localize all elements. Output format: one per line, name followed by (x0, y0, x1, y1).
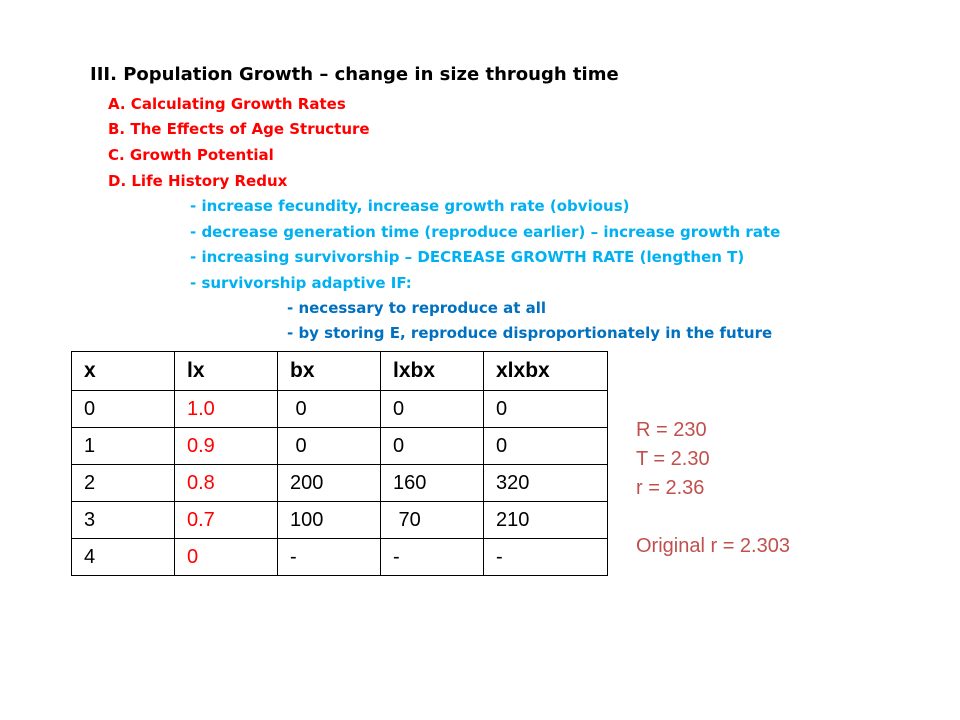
cell-lx: 0.9 (174, 427, 278, 465)
header-lxbx: lxbx (380, 351, 484, 391)
section-b: B. The Effects of Age Structure (108, 120, 370, 138)
cell-x: 3 (71, 501, 175, 539)
cell-bx: 0 (277, 427, 381, 465)
cell-bx: 100 (277, 501, 381, 539)
point-survivorship-adaptive: - survivorship adaptive IF: (190, 274, 412, 292)
section-a: A. Calculating Growth Rates (108, 95, 346, 113)
cell-xlxbx: 320 (483, 464, 608, 502)
cell-xlxbx: 210 (483, 501, 608, 539)
cell-lx: 0.8 (174, 464, 278, 502)
slide-heading: III. Population Growth – change in size … (90, 64, 619, 85)
table-row: 2 0.8 200 160 320 (71, 464, 608, 502)
cell-bx: 200 (277, 464, 381, 502)
table-row: 0 1.0 0 0 0 (71, 390, 608, 428)
table-header-row: x lx bx lxbx xlxbx (71, 351, 608, 391)
cell-x: 2 (71, 464, 175, 502)
stats-spacer (636, 503, 790, 532)
growth-stats: R = 230 T = 2.30 r = 2.36 Original r = 2… (636, 416, 790, 561)
subpoint-storing-energy: - by storing E, reproduce disproportiona… (287, 324, 773, 342)
point-fecundity: - increase fecundity, increase growth ra… (190, 197, 630, 215)
header-bx: bx (277, 351, 381, 391)
subpoint-reproduce: - necessary to reproduce at all (287, 299, 547, 317)
cell-lxbx: 0 (380, 427, 484, 465)
header-x: x (71, 351, 175, 391)
section-d: D. Life History Redux (108, 172, 288, 190)
stat-generation-time: T = 2.30 (636, 448, 710, 470)
cell-x: 1 (71, 427, 175, 465)
cell-bx: - (277, 538, 381, 576)
header-xlxbx: xlxbx (483, 351, 608, 391)
cell-lx: 1.0 (174, 390, 278, 428)
section-c: C. Growth Potential (108, 146, 274, 164)
table-row: 4 0 - - - (71, 538, 608, 576)
cell-lx: 0.7 (174, 501, 278, 539)
stat-net-reproductive-rate: R = 230 (636, 419, 707, 441)
cell-lx: 0 (174, 538, 278, 576)
cell-bx: 0 (277, 390, 381, 428)
cell-lxbx: 160 (380, 464, 484, 502)
cell-xlxbx: 0 (483, 427, 608, 465)
table-row: 3 0.7 100 70 210 (71, 501, 608, 539)
point-survivorship: - increasing survivorship – DECREASE GRO… (190, 248, 745, 266)
cell-x: 4 (71, 538, 175, 576)
cell-lxbx: 0 (380, 390, 484, 428)
cell-xlxbx: - (483, 538, 608, 576)
stat-original-growth-rate: Original r = 2.303 (636, 535, 790, 557)
cell-lxbx: 70 (380, 501, 484, 539)
cell-xlxbx: 0 (483, 390, 608, 428)
cell-lxbx: - (380, 538, 484, 576)
cell-x: 0 (71, 390, 175, 428)
stat-growth-rate: r = 2.36 (636, 477, 705, 499)
header-lx: lx (174, 351, 278, 391)
point-generation-time: - decrease generation time (reproduce ea… (190, 223, 781, 241)
life-table: x lx bx lxbx xlxbx 0 1.0 0 0 0 1 0.9 0 0… (71, 351, 608, 576)
table-row: 1 0.9 0 0 0 (71, 427, 608, 465)
